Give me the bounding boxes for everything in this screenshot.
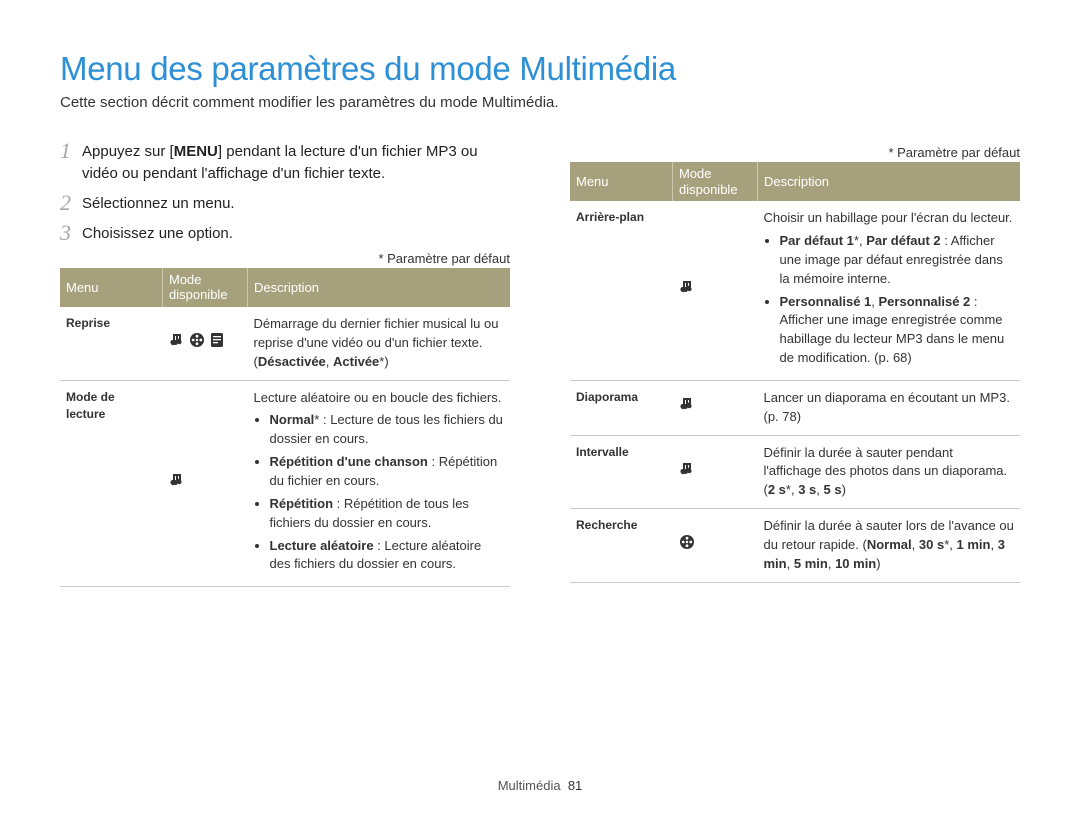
cell-mode-icons (163, 307, 248, 380)
page-footer: Multimédia 81 (0, 778, 1080, 793)
settings-table-left: Menu Mode disponible Description Reprise… (60, 268, 510, 587)
footer-page-number: 81 (568, 778, 582, 793)
page-subtitle: Cette section décrit comment modifier le… (60, 94, 1020, 111)
two-column-layout: 1 Appuyez sur [MENU] pendant la lecture … (60, 139, 1020, 587)
step-text: Sélectionnez un menu. (82, 191, 235, 215)
cell-mode-icons (673, 435, 758, 509)
cell-menu: Arrière-plan (570, 201, 673, 380)
cell-description: Lancer un diaporama en écoutant un MP3. … (758, 380, 1021, 435)
th-menu: Menu (570, 162, 673, 201)
cell-mode-icons (673, 509, 758, 583)
text-page-icon (209, 332, 225, 355)
step-text: Choisissez une option. (82, 221, 233, 245)
cell-menu: Reprise (60, 307, 163, 380)
table-row: Diaporama Lancer un diaporama en écoutant… (570, 380, 1020, 435)
table-row: Recherche Définir la durée à sauter lors … (570, 509, 1020, 583)
step-number: 1 (60, 139, 82, 163)
step-item: 1 Appuyez sur [MENU] pendant la lecture … (60, 139, 510, 185)
cell-description: Démarrage du dernier fichier musical lu … (248, 307, 511, 380)
settings-table-right: Menu Mode disponible Description Arrière… (570, 162, 1020, 583)
page: Menu des paramètres du mode Multimédia C… (0, 0, 1080, 815)
tbody-right: Arrière-plan Choisir un habillage pour l'… (570, 201, 1020, 582)
tbody-left: Reprise Démarrage du dernier fichier mus… (60, 307, 510, 587)
cell-menu: Mode de lecture (60, 380, 163, 587)
cell-menu: Recherche (570, 509, 673, 583)
step-number: 3 (60, 221, 82, 245)
th-menu: Menu (60, 268, 163, 307)
footnote-right: * Paramètre par défaut (570, 145, 1020, 160)
cell-mode-icons (673, 380, 758, 435)
table-row: Intervalle Définir la durée à sauter pend… (570, 435, 1020, 509)
cell-menu: Diaporama (570, 380, 673, 435)
music-note-icon (679, 396, 695, 419)
cell-description: Définir la durée à sauter pendant l'affi… (758, 435, 1021, 509)
step-number: 2 (60, 191, 82, 215)
th-mode: Mode disponible (163, 268, 248, 307)
step-text: Appuyez sur [MENU] pendant la lecture d'… (82, 139, 510, 185)
left-column: 1 Appuyez sur [MENU] pendant la lecture … (60, 139, 510, 587)
music-note-icon (169, 332, 185, 355)
right-column: * Paramètre par défaut Menu Mode disponi… (570, 139, 1020, 583)
step-item: 3 Choisissez une option. (60, 221, 510, 245)
cell-description: Définir la durée à sauter lors de l'avan… (758, 509, 1021, 583)
cell-description: Choisir un habillage pour l'écran du lec… (758, 201, 1021, 380)
music-note-icon (679, 279, 695, 302)
table-row: Reprise Démarrage du dernier fichier mus… (60, 307, 510, 380)
film-reel-icon (189, 332, 205, 355)
cell-menu: Intervalle (570, 435, 673, 509)
footnote-left: * Paramètre par défaut (60, 251, 510, 266)
page-title: Menu des paramètres du mode Multimédia (60, 50, 1020, 88)
cell-description: Lecture aléatoire ou en boucle des fichi… (248, 380, 511, 587)
step-item: 2 Sélectionnez un menu. (60, 191, 510, 215)
th-desc: Description (758, 162, 1021, 201)
th-mode: Mode disponible (673, 162, 758, 201)
film-reel-icon (679, 534, 695, 557)
music-note-icon (169, 472, 185, 495)
table-row: Arrière-plan Choisir un habillage pour l'… (570, 201, 1020, 380)
cell-mode-icons (163, 380, 248, 587)
steps-list: 1 Appuyez sur [MENU] pendant la lecture … (60, 139, 510, 245)
table-row: Mode de lecture Lecture aléatoire ou en b… (60, 380, 510, 587)
th-desc: Description (248, 268, 511, 307)
cell-mode-icons (673, 201, 758, 380)
music-note-icon (679, 461, 695, 484)
footer-section: Multimédia (498, 778, 561, 793)
